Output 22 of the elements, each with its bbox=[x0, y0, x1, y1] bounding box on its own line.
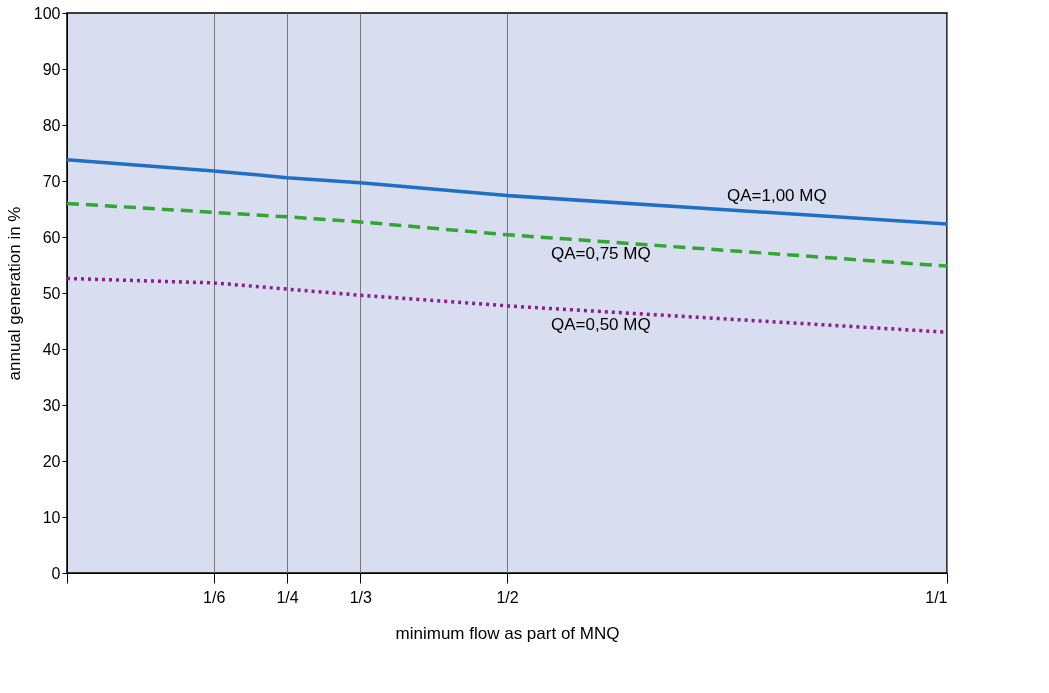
x-tick-label: 1/2 bbox=[496, 588, 519, 606]
y-tick-label: 30 bbox=[42, 396, 61, 414]
y-tick-label: 80 bbox=[42, 116, 61, 134]
y-tick-label: 40 bbox=[42, 340, 61, 358]
x-tick-label: 1/1 bbox=[925, 588, 948, 606]
x-tick-label: 1/3 bbox=[349, 588, 373, 606]
x-axis-title: minimum flow as part of MNQ bbox=[395, 623, 620, 643]
y-tick-label: 90 bbox=[42, 60, 61, 78]
y-axis-title: annual generation in % bbox=[4, 206, 24, 381]
series-label: QA=0,50 MQ bbox=[551, 314, 651, 334]
y-tick-label: 50 bbox=[42, 284, 61, 302]
x-tick-label: 1/6 bbox=[203, 588, 226, 606]
y-tick-label: 100 bbox=[33, 4, 61, 22]
line-series bbox=[65, 157, 949, 226]
y-tick-label: 60 bbox=[42, 228, 61, 246]
series-label: QA=0,75 MQ bbox=[551, 243, 651, 263]
y-tick-label: 0 bbox=[51, 564, 61, 582]
x-tick-label: 1/4 bbox=[276, 588, 299, 606]
series-label: QA=1,00 MQ bbox=[727, 185, 827, 205]
y-tick-label: 20 bbox=[42, 452, 61, 470]
y-tick-label: 10 bbox=[42, 508, 61, 526]
y-tick-label: 70 bbox=[42, 172, 61, 190]
